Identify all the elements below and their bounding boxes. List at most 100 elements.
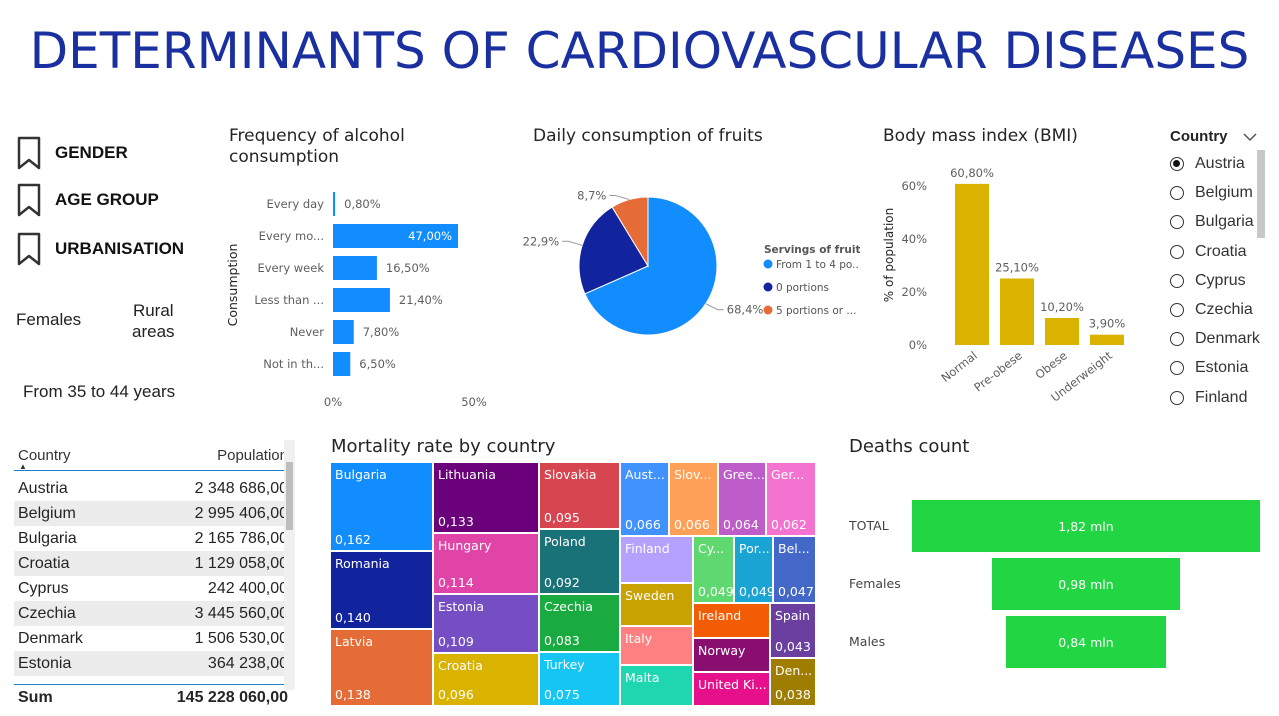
bookmark-gender[interactable]: GENDER: [16, 136, 128, 170]
treemap-tile[interactable]: Sweden: [620, 583, 693, 626]
radio-button[interactable]: [1170, 303, 1184, 317]
pie-slice: [578, 206, 649, 295]
tile-label: Slovakia: [544, 467, 597, 482]
bookmark-age-group[interactable]: AGE GROUP: [16, 183, 159, 217]
tile-label: Norway: [698, 643, 746, 658]
legend-label: 5 portions or ...: [776, 305, 856, 317]
column-header-population[interactable]: Population: [217, 446, 288, 464]
slicer-item[interactable]: Bulgaria: [1170, 213, 1254, 231]
treemap-tile[interactable]: Ger... 0,062: [766, 462, 816, 536]
treemap-tile[interactable]: Finland: [620, 536, 693, 583]
slicer-item[interactable]: Croatia: [1170, 243, 1247, 261]
funnel-bar[interactable]: 0,98 mln: [992, 558, 1180, 610]
bookmark-icon: [17, 232, 41, 266]
chevron-down-icon[interactable]: [1243, 132, 1257, 142]
age-card: From 35 to 44 years: [23, 382, 176, 401]
slicer-item[interactable]: Finland: [1170, 389, 1247, 407]
data-label: 25,10%: [995, 260, 1039, 274]
slicer-item[interactable]: Czechia: [1170, 301, 1253, 319]
bookmark-label: AGE GROUP: [55, 190, 159, 209]
treemap-tile[interactable]: Spain 0,043: [770, 603, 816, 658]
table-scrollbar[interactable]: [284, 440, 295, 690]
bookmark-urbanisation[interactable]: URBANISATION: [16, 232, 184, 266]
radio-button[interactable]: [1170, 244, 1184, 259]
treemap-tile[interactable]: Gree... 0,064: [718, 462, 766, 536]
country-cell: Austria: [18, 479, 68, 497]
treemap-tile[interactable]: United Ki...: [693, 672, 770, 706]
population-cell: 2 348 686,00: [194, 479, 288, 497]
radio-button[interactable]: [1170, 157, 1184, 171]
radio-button[interactable]: [1170, 273, 1184, 288]
bar: [1000, 278, 1034, 345]
legend-marker: [763, 282, 773, 292]
treemap-tile[interactable]: Norway: [693, 638, 770, 672]
slicer-item-label: Denmark: [1195, 330, 1260, 348]
slicer-item[interactable]: Denmark: [1170, 330, 1260, 348]
page-title: DETERMINANTS OF CARDIOVASCULAR DISEASES: [29, 22, 1250, 80]
radio-button[interactable]: [1170, 332, 1184, 347]
treemap-tile[interactable]: Ireland: [693, 603, 770, 638]
funnel-bar[interactable]: 0,84 mln: [1005, 616, 1167, 668]
treemap-tile[interactable]: Aust... 0,066: [620, 462, 669, 536]
treemap-tile[interactable]: Cy... 0,049: [693, 536, 734, 603]
tile-label: Spain: [775, 608, 810, 623]
treemap-tile[interactable]: Estonia 0,109: [433, 594, 539, 653]
legend-label: From 1 to 4 po...: [776, 259, 860, 271]
slicer-item[interactable]: Austria: [1170, 155, 1245, 173]
treemap-tile[interactable]: Italy: [620, 626, 693, 665]
slicer-title: Country: [1170, 128, 1228, 145]
country-cell: Belgium: [18, 504, 76, 522]
data-label: 6,50%: [359, 357, 396, 371]
treemap-tile[interactable]: Bulgaria 0,162: [330, 462, 433, 551]
treemap-tile[interactable]: Den... 0,038: [770, 658, 816, 706]
treemap-tile[interactable]: Turkey 0,075: [539, 652, 620, 706]
leader-line: [705, 303, 724, 311]
category-label: Normal: [938, 348, 979, 385]
tile-label: Gree...: [723, 467, 765, 482]
tile-value: 0,064: [723, 517, 759, 532]
category-label: Every week: [257, 261, 324, 275]
population-cell: 242 400,00: [207, 579, 288, 597]
slicer-item[interactable]: Cyprus: [1170, 272, 1246, 290]
scrollbar-thumb[interactable]: [286, 462, 293, 530]
radio-button[interactable]: [1170, 361, 1184, 376]
alcohol-title-line-2: consumption: [229, 147, 340, 167]
radio-button[interactable]: [1170, 215, 1184, 230]
treemap-tile[interactable]: Hungary 0,114: [433, 533, 539, 594]
deaths-title: Deaths count: [849, 436, 970, 457]
legend-marker: [763, 259, 773, 269]
tile-label: Slov...: [674, 467, 712, 482]
treemap-tile[interactable]: Malta: [620, 665, 693, 706]
treemap-tile[interactable]: Por... 0,049: [734, 536, 773, 603]
treemap-tile[interactable]: Poland 0,092: [539, 529, 620, 594]
mortality-treemap: Bulgaria 0,162 Romania 0,140 Latvia 0,138 Lith…: [330, 462, 816, 706]
tile-value: 0,043: [775, 639, 811, 654]
treemap-tile[interactable]: Slovakia 0,095: [539, 462, 620, 529]
treemap-tile[interactable]: Romania 0,140: [330, 551, 433, 629]
slicer-scrollbar[interactable]: [1257, 150, 1265, 238]
tile-label: Latvia: [335, 634, 374, 649]
gender-card: Females: [16, 310, 82, 329]
treemap-tile[interactable]: Czechia 0,083: [539, 594, 620, 652]
x-tick-label: 0%: [324, 395, 342, 409]
data-label: 21,40%: [399, 293, 443, 307]
treemap-tile[interactable]: Slov... 0,066: [669, 462, 718, 536]
tile-label: Aust...: [625, 467, 665, 482]
slicer-item[interactable]: Estonia: [1170, 359, 1248, 377]
funnel-bar[interactable]: 1,82 mln: [912, 500, 1260, 552]
treemap-tile[interactable]: Latvia 0,138: [330, 629, 433, 706]
tile-label: Por...: [739, 541, 770, 556]
slicer-item[interactable]: Belgium: [1170, 184, 1253, 202]
column-header-country[interactable]: Country ▲: [18, 446, 71, 471]
urbanisation-line-2: areas: [132, 322, 175, 341]
tile-label: Ger...: [771, 467, 805, 482]
category-label: Never: [290, 325, 325, 339]
treemap-tile[interactable]: Bel... 0,047: [773, 536, 816, 603]
treemap-tile[interactable]: Croatia 0,096: [433, 653, 539, 706]
radio-button[interactable]: [1170, 390, 1184, 405]
bar: [333, 256, 377, 280]
category-label: Less than ...: [254, 293, 324, 307]
treemap-tile[interactable]: Lithuania 0,133: [433, 462, 539, 533]
table-row: Austria 2 348 686,00: [14, 476, 295, 501]
radio-button[interactable]: [1170, 186, 1184, 201]
